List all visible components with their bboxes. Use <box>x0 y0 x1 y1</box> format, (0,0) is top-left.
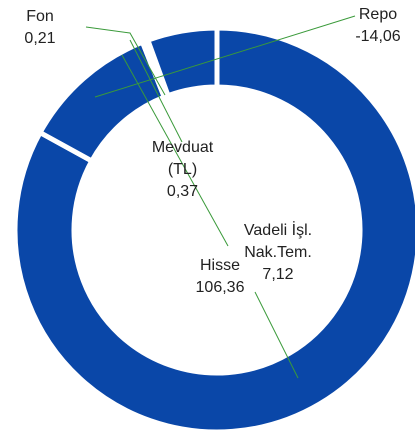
value-label: 0,21 <box>24 30 56 47</box>
donut-segment <box>144 25 220 99</box>
value-label: -14,06 <box>355 28 401 45</box>
label-hisse: Hisse 106,36 <box>180 255 260 299</box>
label-repo: Repo -14,06 <box>338 4 415 48</box>
category: Repo <box>358 6 398 23</box>
leader-line <box>85 26 166 96</box>
donut-segment <box>12 25 415 435</box>
category: Mevduat (TL) <box>151 139 214 178</box>
category: Vadeli İşl. Nak.Tem. <box>243 222 313 261</box>
category: Hisse <box>199 257 240 274</box>
label-mevduat: Mevduat (TL) 0,37 <box>140 137 225 203</box>
category: Fon <box>26 8 54 25</box>
value-label: 7,12 <box>262 266 294 283</box>
leader-line <box>254 291 299 379</box>
leader-line <box>129 39 183 143</box>
label-vadeli: Vadeli İşl. Nak.Tem. 7,12 <box>232 220 324 286</box>
leader-line <box>121 54 229 247</box>
value-label: 0,37 <box>166 183 199 200</box>
value-label: 106,36 <box>195 279 245 296</box>
label-fon: Fon 0,21 <box>0 6 80 50</box>
